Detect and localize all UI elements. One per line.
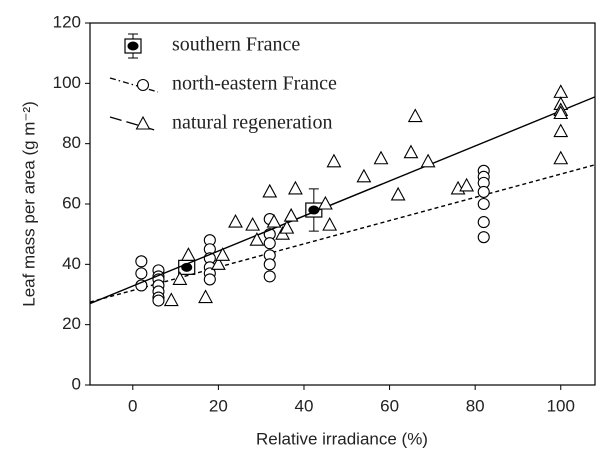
legend-label: natural regeneration — [172, 112, 332, 134]
y-tick-label: 20 — [62, 314, 81, 333]
x-tick-label: 60 — [380, 396, 399, 415]
point — [127, 41, 139, 51]
point — [163, 292, 179, 307]
point — [152, 294, 165, 307]
point — [263, 258, 276, 271]
legend-label: southern France — [172, 34, 300, 56]
point — [135, 115, 151, 130]
point — [553, 150, 569, 165]
fit-line — [89, 96, 596, 305]
point — [210, 256, 226, 270]
y-axis-label: Leaf mass per area (g m⁻²) — [19, 101, 38, 307]
legend-line — [109, 77, 159, 93]
y-tick-label: 60 — [62, 193, 81, 212]
fit-line — [89, 164, 596, 303]
point — [326, 153, 342, 168]
point — [263, 237, 276, 250]
point — [262, 183, 278, 198]
point — [198, 289, 213, 304]
x-tick-label: 40 — [295, 396, 314, 415]
x-tick-label: 20 — [209, 396, 228, 415]
point — [390, 186, 406, 201]
point — [356, 168, 372, 183]
point — [477, 216, 490, 229]
point — [477, 185, 490, 198]
point — [407, 108, 423, 123]
point — [283, 207, 299, 222]
point — [279, 219, 295, 234]
point — [420, 153, 436, 168]
point — [266, 213, 282, 228]
point — [403, 144, 419, 159]
point — [553, 123, 569, 138]
point — [181, 247, 196, 261]
point — [136, 78, 150, 92]
point — [135, 255, 148, 268]
x-tick-label: 80 — [466, 396, 485, 415]
point — [249, 232, 265, 246]
y-tick-label: 100 — [53, 73, 81, 92]
point — [459, 177, 475, 192]
point — [322, 216, 338, 231]
point — [245, 216, 261, 231]
y-tick-label: 40 — [62, 254, 81, 273]
x-axis-label: Relative irradiance (%) — [256, 429, 428, 448]
point — [263, 270, 276, 283]
y-tick-label: 0 — [72, 374, 81, 393]
point — [308, 205, 320, 215]
legend-line — [109, 116, 159, 132]
plot-frame — [89, 22, 596, 386]
point — [477, 231, 490, 244]
legend-label: north-eastern France — [172, 73, 337, 95]
point — [203, 273, 216, 286]
point — [317, 195, 333, 210]
y-tick-label: 120 — [53, 12, 81, 31]
x-tick-label: 100 — [547, 396, 575, 415]
point — [553, 105, 569, 120]
y-tick-label: 80 — [62, 133, 81, 152]
point — [172, 271, 188, 285]
point — [135, 267, 148, 280]
point — [215, 247, 231, 261]
point — [373, 150, 389, 165]
point — [228, 213, 243, 228]
x-tick-label: 0 — [128, 396, 137, 415]
point — [553, 84, 569, 98]
point — [288, 180, 303, 195]
point — [477, 197, 490, 211]
